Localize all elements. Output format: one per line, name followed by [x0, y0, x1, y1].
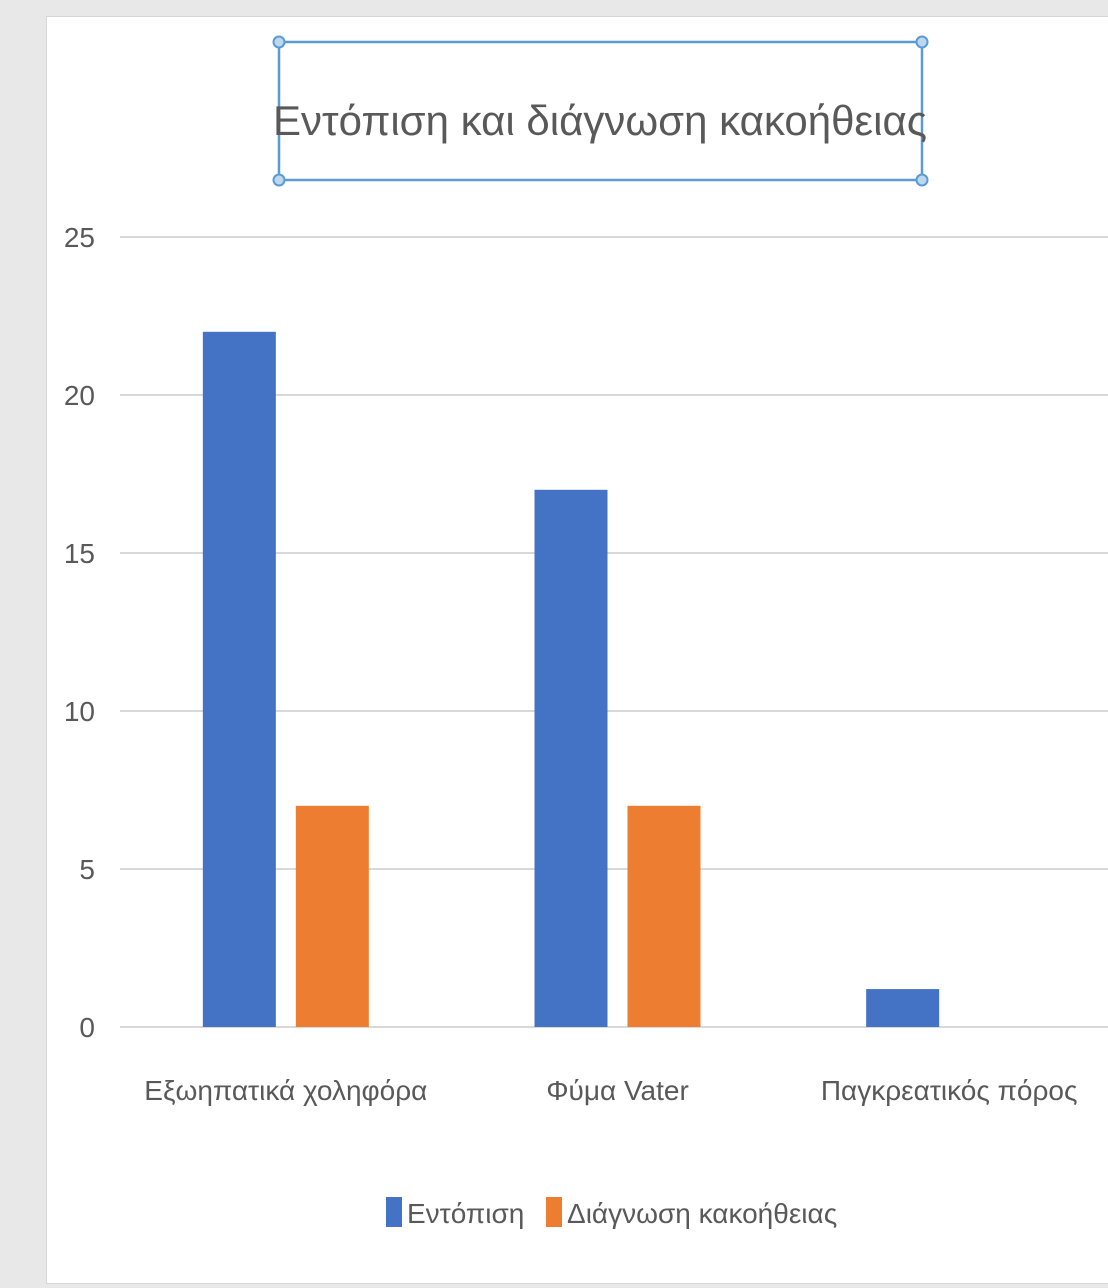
selection-handle-bottom-left[interactable]: [272, 173, 286, 187]
category-label: Παγκρεατικός πόρος: [821, 1075, 1078, 1106]
legend-swatch-series-0: [386, 1197, 402, 1227]
bar-series-0-cat-2[interactable]: [866, 989, 940, 1027]
legend-item-series-0: Εντόπιση: [386, 1197, 524, 1229]
y-tick-label: 25: [64, 222, 95, 253]
legend: Εντόπιση Διάγνωση κακοήθειας: [386, 1197, 837, 1229]
legend-label-series-1: Διάγνωση κακοήθειας: [567, 1198, 837, 1229]
x-axis-categories: Εξωηπατικά χοληφόρα Φύμα Vater Παγκρεατικό…: [144, 1075, 1077, 1106]
chart-title: Εντόπιση και διάγνωση κακοήθειας: [273, 97, 927, 144]
legend-item-series-1: Διάγνωση κακοήθειας: [546, 1197, 837, 1229]
y-tick-label: 20: [64, 380, 95, 411]
y-tick-label: 0: [79, 1012, 95, 1043]
bar-series-1-cat-1[interactable]: [627, 805, 701, 1027]
y-tick-label: 5: [79, 854, 95, 885]
y-axis-ticks: 0 5 10 15 20 25: [64, 222, 95, 1043]
y-tick-label: 15: [64, 538, 95, 569]
bars: [202, 331, 940, 1027]
chart-title-box[interactable]: Εντόπιση και διάγνωση κακοήθειας: [272, 35, 929, 187]
bar-series-1-cat-0[interactable]: [295, 805, 369, 1027]
chart-area[interactable]: 0 5 10 15 20 25 Εξωηπατικά χοληφόρα Φύμα Vater…: [46, 16, 1108, 1284]
selection-handle-bottom-right[interactable]: [915, 173, 929, 187]
category-label: Φύμα Vater: [546, 1075, 689, 1106]
selection-handle-top-left[interactable]: [272, 35, 286, 49]
gridlines: [120, 236, 1108, 1028]
selection-handle-top-right[interactable]: [915, 35, 929, 49]
legend-label-series-0: Εντόπιση: [407, 1198, 524, 1229]
bar-series-0-cat-1[interactable]: [534, 489, 608, 1027]
y-tick-label: 10: [64, 696, 95, 727]
bar-series-0-cat-0[interactable]: [202, 331, 276, 1027]
bar-chart: 0 5 10 15 20 25 Εξωηπατικά χοληφόρα Φύμα Vater…: [64, 35, 1108, 1229]
legend-swatch-series-1: [546, 1197, 562, 1227]
category-label: Εξωηπατικά χοληφόρα: [144, 1075, 427, 1106]
